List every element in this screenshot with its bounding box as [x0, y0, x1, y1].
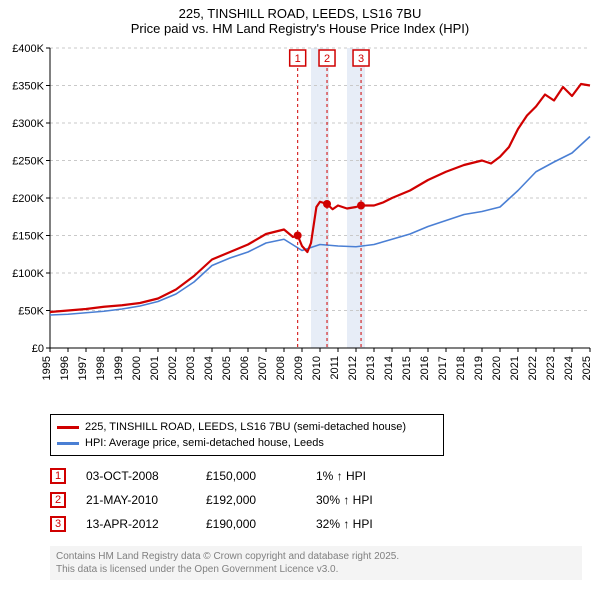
svg-text:2003: 2003 [185, 356, 197, 380]
svg-text:£50K: £50K [18, 306, 44, 318]
svg-text:2012: 2012 [347, 356, 359, 380]
footer-line-1: Contains HM Land Registry data © Crown c… [56, 550, 576, 563]
svg-text:2011: 2011 [329, 356, 341, 380]
svg-text:1995: 1995 [41, 356, 53, 380]
event-marker: 1 [50, 468, 66, 484]
legend-label: HPI: Average price, semi-detached house,… [85, 437, 324, 449]
svg-text:2014: 2014 [383, 356, 395, 380]
svg-text:2020: 2020 [491, 356, 503, 380]
sale-event-row: 2 21-MAY-2010£192,00030% ↑ HPI [50, 488, 600, 512]
svg-text:1: 1 [295, 53, 301, 65]
svg-text:3: 3 [358, 53, 364, 65]
svg-text:2018: 2018 [455, 356, 467, 380]
svg-text:2015: 2015 [401, 356, 413, 380]
title-line-2: Price paid vs. HM Land Registry's House … [0, 21, 600, 36]
svg-text:2017: 2017 [437, 356, 449, 380]
event-hpi: 30% ↑ HPI [316, 493, 426, 507]
svg-text:2023: 2023 [545, 356, 557, 380]
svg-text:2024: 2024 [563, 356, 575, 380]
footer-line-2: This data is licensed under the Open Gov… [56, 563, 576, 576]
title-line-1: 225, TINSHILL ROAD, LEEDS, LS16 7BU [0, 6, 600, 21]
sale-event-row: 3 13-APR-2012£190,00032% ↑ HPI [50, 512, 600, 536]
legend-swatch [57, 426, 79, 429]
legend-swatch [57, 442, 79, 445]
event-date: 21-MAY-2010 [86, 493, 206, 507]
svg-text:£0: £0 [32, 343, 44, 355]
svg-text:2022: 2022 [527, 356, 539, 380]
event-hpi: 32% ↑ HPI [316, 517, 426, 531]
legend-item: 225, TINSHILL ROAD, LEEDS, LS16 7BU (sem… [57, 419, 437, 435]
event-hpi: 1% ↑ HPI [316, 469, 426, 483]
svg-text:£350K: £350K [12, 81, 44, 93]
chart: £0 £50K £100K £150K £200K £250K £300K £350K £400… [0, 38, 600, 408]
svg-text:2006: 2006 [239, 356, 251, 380]
svg-text:£200K: £200K [12, 193, 44, 205]
legend: 225, TINSHILL ROAD, LEEDS, LS16 7BU (sem… [50, 414, 444, 456]
svg-text:2002: 2002 [167, 356, 179, 380]
svg-text:£300K: £300K [12, 118, 44, 130]
chart-svg: £0 £50K £100K £150K £200K £250K £300K £350K £400… [0, 38, 600, 408]
page: 225, TINSHILL ROAD, LEEDS, LS16 7BU Pric… [0, 0, 600, 580]
svg-text:2019: 2019 [473, 356, 485, 380]
svg-text:2001: 2001 [149, 356, 161, 380]
svg-text:2016: 2016 [419, 356, 431, 380]
svg-text:2021: 2021 [509, 356, 521, 380]
svg-text:1996: 1996 [59, 356, 71, 380]
svg-text:£150K: £150K [12, 231, 44, 243]
event-price: £192,000 [206, 493, 316, 507]
event-price: £150,000 [206, 469, 316, 483]
svg-text:£250K: £250K [12, 156, 44, 168]
sale-events-table: 1 03-OCT-2008£150,0001% ↑ HPI 2 21-MAY-2010… [50, 464, 600, 536]
svg-text:£400K: £400K [12, 43, 44, 55]
svg-text:1998: 1998 [95, 356, 107, 380]
svg-text:1997: 1997 [77, 356, 89, 380]
legend-label: 225, TINSHILL ROAD, LEEDS, LS16 7BU (sem… [85, 421, 406, 433]
event-date: 13-APR-2012 [86, 517, 206, 531]
chart-title: 225, TINSHILL ROAD, LEEDS, LS16 7BU Pric… [0, 0, 600, 38]
sale-event-row: 1 03-OCT-2008£150,0001% ↑ HPI [50, 464, 600, 488]
event-date: 03-OCT-2008 [86, 469, 206, 483]
event-marker: 2 [50, 492, 66, 508]
svg-text:£100K: £100K [12, 268, 44, 280]
event-marker: 3 [50, 516, 66, 532]
svg-text:2008: 2008 [275, 356, 287, 380]
svg-text:2025: 2025 [581, 356, 593, 380]
svg-text:2013: 2013 [365, 356, 377, 380]
event-price: £190,000 [206, 517, 316, 531]
svg-text:2000: 2000 [131, 356, 143, 380]
legend-item: HPI: Average price, semi-detached house,… [57, 435, 437, 451]
footer-attribution: Contains HM Land Registry data © Crown c… [50, 546, 582, 580]
svg-text:2005: 2005 [221, 356, 233, 380]
svg-text:2007: 2007 [257, 356, 269, 380]
svg-text:2010: 2010 [311, 356, 323, 380]
svg-text:1999: 1999 [113, 356, 125, 380]
svg-text:2: 2 [324, 53, 330, 65]
svg-text:2009: 2009 [293, 356, 305, 380]
svg-text:2004: 2004 [203, 356, 215, 380]
